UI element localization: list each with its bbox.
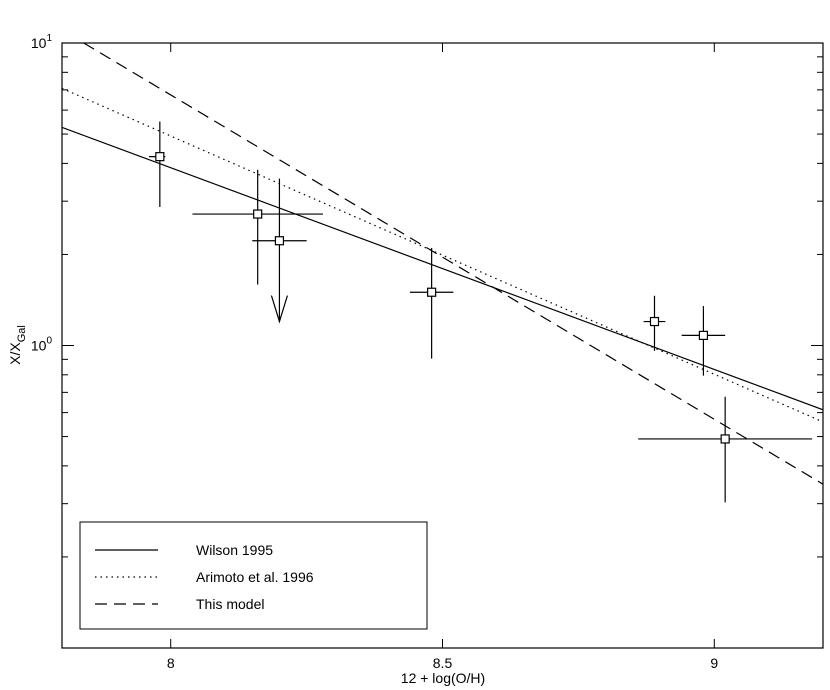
data-point bbox=[649, 316, 660, 327]
y-tick-base: 10 bbox=[31, 338, 47, 354]
x-tick-label: 8 bbox=[167, 655, 175, 671]
data-point bbox=[720, 434, 730, 444]
data-point bbox=[274, 236, 285, 246]
series-line bbox=[62, 126, 823, 411]
x-axis-label: 12 + log(O/H) bbox=[401, 670, 485, 686]
legend-label: This model bbox=[196, 596, 264, 612]
y-tick-exponent: 1 bbox=[46, 33, 52, 44]
legend-label: Arimoto et al. 1996 bbox=[196, 569, 314, 585]
data-point bbox=[155, 152, 165, 162]
legend-box bbox=[79, 521, 428, 630]
data-point bbox=[427, 287, 437, 297]
y-tick-exponent: 0 bbox=[46, 336, 52, 347]
data-point bbox=[253, 209, 263, 219]
upper-limit-arrow bbox=[270, 295, 289, 324]
y-tick-label: 100 bbox=[31, 336, 53, 354]
y-tick-base: 10 bbox=[31, 35, 47, 51]
y-axis-label: X/XGal bbox=[7, 325, 28, 365]
y-label-sub: Gal bbox=[16, 325, 28, 342]
x-tick-label: 9 bbox=[710, 655, 718, 671]
x-tick-label: 8.5 bbox=[433, 655, 453, 671]
legend-label: Wilson 1995 bbox=[196, 542, 273, 558]
y-tick-label: 101 bbox=[31, 33, 53, 51]
series-line bbox=[83, 43, 823, 485]
series-line bbox=[62, 87, 823, 423]
data-point bbox=[698, 330, 709, 340]
y-label-main: X/X bbox=[7, 342, 23, 365]
